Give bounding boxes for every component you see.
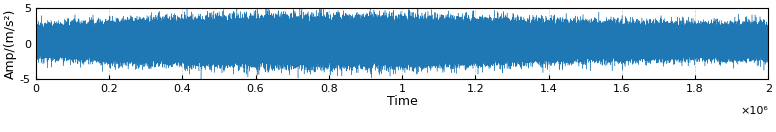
Y-axis label: Amp/(m/s²): Amp/(m/s²) xyxy=(4,8,17,79)
X-axis label: Time: Time xyxy=(386,95,417,109)
Text: ×10⁶: ×10⁶ xyxy=(740,106,768,116)
